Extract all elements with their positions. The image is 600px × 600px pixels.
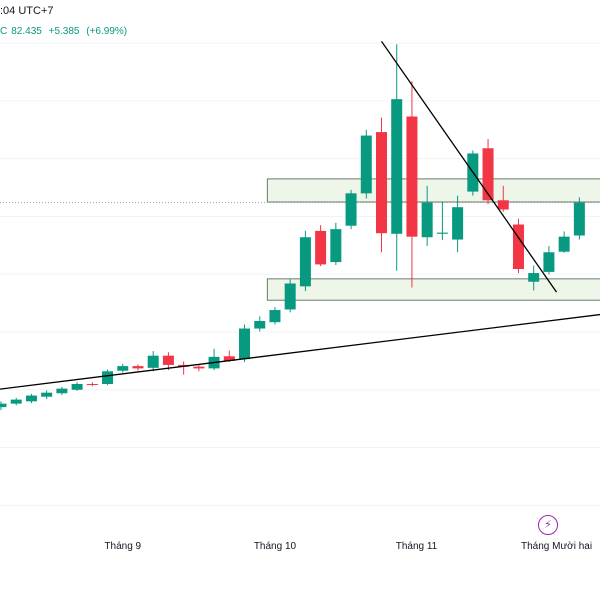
lower-support-zone — [266, 278, 600, 301]
candle-body — [25, 395, 37, 402]
candle-body — [421, 202, 433, 238]
candle-down — [315, 225, 327, 267]
candle-body — [497, 200, 509, 210]
candle-up — [452, 195, 464, 253]
candle-body — [330, 229, 342, 263]
candle-up — [543, 245, 555, 275]
candle-body — [436, 232, 448, 234]
candle-up — [360, 129, 372, 199]
candle-up — [345, 189, 357, 230]
candle-up — [284, 279, 296, 313]
header-price-row: C 82.435 +5.385 (+6.99%) — [0, 26, 131, 37]
candle-up — [436, 201, 448, 241]
candle-up — [299, 230, 311, 291]
flash-event-icon[interactable]: ⚡ — [538, 515, 558, 535]
candle-body — [254, 321, 266, 329]
candle-body — [193, 366, 205, 369]
candle-down — [406, 81, 418, 288]
candle-body — [543, 252, 555, 272]
candle-body — [406, 116, 418, 237]
candle-body — [10, 399, 22, 404]
candle-down — [512, 218, 524, 274]
candle-up — [71, 382, 83, 391]
candle-body — [223, 356, 235, 361]
candle-body — [558, 236, 570, 252]
x-tick-label: Tháng 11 — [396, 541, 438, 552]
candle-body — [376, 132, 387, 234]
candle-body — [345, 193, 357, 226]
candle-down — [86, 382, 98, 387]
candle-up — [573, 197, 585, 240]
rising-support-line — [0, 313, 600, 390]
close-prefix: C — [0, 26, 8, 37]
candle-body — [528, 273, 540, 282]
candle-up — [391, 44, 403, 271]
candle-up — [41, 390, 53, 400]
candle-body — [360, 135, 372, 194]
candle-up — [56, 386, 68, 395]
falling-resistance-line — [380, 41, 558, 293]
change-percent: (+6.99%) — [86, 26, 128, 37]
candle-up — [25, 393, 37, 404]
candle-body — [391, 99, 403, 234]
candle-body — [132, 366, 144, 369]
candle-body — [269, 310, 281, 323]
candle-body — [86, 384, 98, 385]
change-value: +5.385 — [48, 26, 80, 37]
header-time: :04 UTC+7 — [0, 5, 54, 17]
candle-up — [330, 222, 342, 265]
candle-body — [41, 392, 53, 397]
candle-body — [102, 371, 114, 384]
candle-body — [452, 207, 464, 240]
candle-body — [71, 384, 83, 390]
candle-up — [0, 401, 7, 410]
grid-lines — [0, 42, 600, 506]
candle-up — [10, 397, 22, 406]
candle-body — [299, 237, 311, 287]
candle-down — [178, 361, 190, 375]
candle-body — [573, 202, 585, 236]
candle-up — [421, 185, 433, 246]
candle-body — [482, 148, 494, 201]
candle-up — [254, 316, 266, 332]
close-value: 82.435 — [11, 26, 42, 37]
candle-body — [56, 388, 68, 394]
candle-body — [0, 403, 7, 408]
candle-body — [147, 355, 159, 368]
trendlines-layer — [0, 41, 600, 390]
candle-down — [376, 117, 387, 253]
upper-resistance-zone — [266, 178, 600, 203]
candle-body — [284, 283, 296, 310]
candle-up — [208, 348, 220, 371]
candle-body — [117, 366, 129, 371]
candle-up — [269, 307, 281, 325]
x-tick-label: Tháng Mười hai — [521, 541, 592, 552]
candle-down — [497, 185, 509, 212]
candle-up — [558, 231, 570, 253]
candle-down — [193, 364, 205, 372]
candle-down — [132, 364, 144, 371]
candle-down — [162, 352, 174, 371]
candle-up — [102, 369, 114, 386]
candle-body — [315, 230, 327, 265]
x-tick-label: Tháng 9 — [104, 541, 141, 552]
candle-body — [512, 224, 524, 270]
x-tick-label: Tháng 10 — [254, 541, 297, 552]
candle-up — [147, 351, 159, 372]
candle-up — [117, 363, 129, 373]
candle-body — [162, 355, 174, 365]
candle-body — [239, 328, 251, 360]
candle-up — [528, 265, 540, 291]
candle-up — [239, 324, 251, 363]
candles-layer — [0, 44, 585, 410]
